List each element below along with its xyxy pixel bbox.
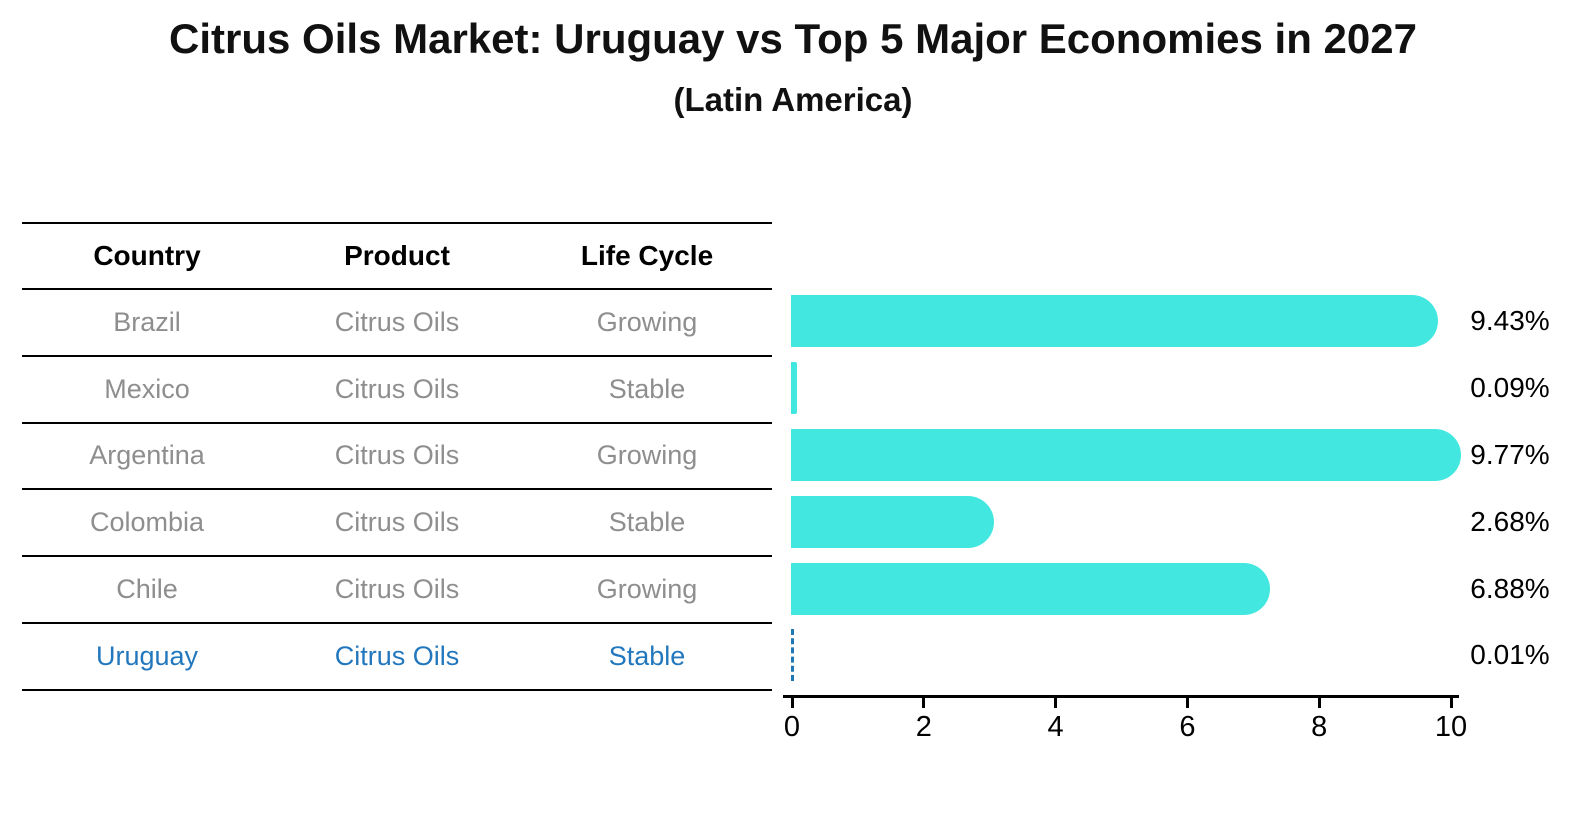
bar-colombia — [791, 495, 994, 548]
x-tick-mark — [1317, 695, 1321, 708]
table-row-colombia: Colombia Citrus Oils Stable — [22, 489, 772, 557]
value-label-argentina: 9.77% — [1470, 439, 1550, 470]
country-table: Country Product Life Cycle Brazil Citrus… — [22, 222, 772, 691]
bar-chile — [791, 562, 1271, 615]
bar-argentina — [791, 429, 1461, 481]
chart-title: Citrus Oils Market: Uruguay vs Top 5 Maj… — [169, 15, 1417, 62]
cell-product: Citrus Oils — [334, 440, 460, 471]
cell-life-cycle: Growing — [596, 440, 698, 471]
col-header-product: Product — [344, 240, 450, 271]
col-header-life-cycle: Life Cycle — [580, 240, 714, 271]
value-label-mexico: 0.09% — [1470, 372, 1550, 404]
x-axis-line — [783, 695, 1459, 698]
cell-product: Citrus Oils — [334, 574, 460, 605]
bar-mexico — [791, 362, 797, 415]
table-row-mexico: Mexico Citrus Oils Stable — [22, 356, 772, 423]
cell-life-cycle: Stable — [608, 373, 686, 404]
bar-uruguay-dashed — [791, 629, 794, 682]
bar-row-colombia: 2.68% — [791, 495, 1586, 548]
cell-product: Citrus Oils — [334, 373, 460, 404]
cell-country: Argentina — [89, 440, 205, 471]
cell-life-cycle: Stable — [608, 640, 686, 671]
x-tick-mark — [1185, 695, 1189, 708]
cell-product: Citrus Oils — [334, 640, 460, 671]
table-row-chile: Chile Citrus Oils Growing — [22, 556, 772, 623]
cell-country: Uruguay — [95, 640, 199, 671]
cell-product: Citrus Oils — [334, 306, 460, 337]
x-tick-label: 2 — [915, 711, 932, 743]
bar-row-chile: 6.88% — [791, 562, 1586, 615]
x-tick-label: 0 — [783, 711, 801, 743]
x-tick-mark — [790, 695, 794, 708]
table-header-row: Country Product Life Cycle — [22, 223, 772, 289]
value-label-colombia: 2.68% — [1470, 505, 1550, 537]
table-row-uruguay: Uruguay Citrus Oils Stable — [22, 623, 772, 690]
bar-brazil — [791, 295, 1439, 348]
x-tick-label: 4 — [1047, 711, 1064, 743]
x-tick-label: 10 — [1434, 711, 1468, 743]
x-tick-label: 6 — [1179, 711, 1196, 743]
col-header-country: Country — [93, 240, 201, 271]
cell-country: Chile — [116, 574, 178, 605]
x-tick-label: 8 — [1311, 711, 1328, 743]
cell-country: Mexico — [104, 373, 190, 404]
cell-life-cycle: Growing — [596, 306, 698, 337]
bar-row-uruguay: 0.01% — [791, 629, 1586, 682]
table-row-argentina: Argentina Citrus Oils Growing — [22, 423, 772, 490]
cell-product: Citrus Oils — [334, 507, 460, 538]
value-label-uruguay: 0.01% — [1470, 639, 1550, 671]
bar-row-argentina: 9.77% — [791, 429, 1586, 481]
x-tick-mark — [922, 695, 926, 708]
country-table-header: Country Product Life Cycle — [22, 223, 772, 289]
bar-row-mexico: 0.09% — [791, 362, 1586, 415]
bar-row-brazil: 9.43% — [791, 295, 1586, 348]
value-label-brazil: 9.43% — [1470, 305, 1550, 337]
cell-life-cycle: Growing — [596, 574, 698, 605]
cell-life-cycle: Stable — [608, 507, 686, 538]
cell-country: Colombia — [89, 507, 205, 538]
country-table-body: Brazil Citrus Oils Growing Mexico Citrus… — [22, 289, 772, 690]
chart-subtitle: (Latin America) — [673, 81, 913, 118]
x-tick-mark — [1449, 695, 1453, 708]
value-label-chile: 6.88% — [1470, 572, 1550, 604]
cell-country: Brazil — [113, 306, 181, 337]
table-row-brazil: Brazil Citrus Oils Growing — [22, 289, 772, 356]
x-tick-mark — [1054, 695, 1058, 708]
